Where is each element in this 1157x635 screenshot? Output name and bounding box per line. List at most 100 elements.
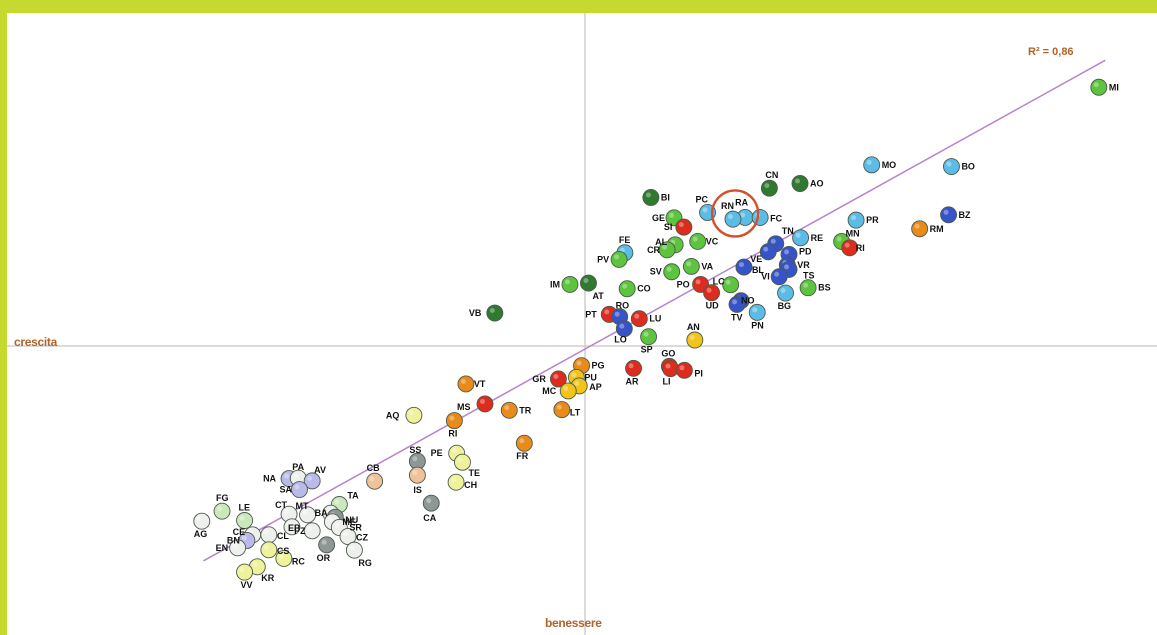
point-shine-gr <box>553 373 559 379</box>
point-shine-pa <box>293 473 299 479</box>
point-ch <box>447 473 465 491</box>
point-cl <box>260 526 278 544</box>
point-shine-na <box>284 473 290 479</box>
point-shine-ag <box>196 516 202 522</box>
point-label-ap: AP <box>589 382 602 392</box>
point-bg <box>777 284 795 302</box>
point-shine-tv <box>732 299 738 305</box>
x-axis-label: benessere <box>545 616 602 630</box>
point-ao <box>791 175 809 192</box>
point-label-ra: RA <box>735 197 748 207</box>
point-shine-me <box>327 516 333 522</box>
point-shine-bo <box>946 161 952 167</box>
point-cr <box>658 241 676 259</box>
point-shine-tr <box>504 405 510 411</box>
point-shine-vc <box>692 236 698 242</box>
point-shine-cb <box>369 476 375 482</box>
point-shine-ro <box>614 311 620 317</box>
point-label-ct: CT <box>275 500 287 510</box>
point-shine-fg <box>217 506 223 512</box>
point-shine-rn <box>727 214 733 220</box>
point-bz <box>940 206 958 224</box>
r-squared-annotation: R² = 0,86 <box>1028 46 1074 58</box>
point-shine-mo <box>866 159 872 165</box>
point-label-ar: AR <box>626 376 639 386</box>
point-label-bl: BL <box>752 265 764 275</box>
point-label-cs: CS <box>277 546 290 556</box>
point-shine-bi <box>645 192 651 198</box>
point-label-ms: MS <box>457 402 471 412</box>
point-lt <box>553 401 571 419</box>
point-label-ri: RI <box>448 429 457 439</box>
point-mt <box>299 506 317 524</box>
point-shine-vi <box>774 271 780 277</box>
point-tr <box>500 401 518 419</box>
point-label-pg: PG <box>592 361 605 371</box>
point-label-fr: FR <box>516 451 528 461</box>
point-label-cn: CN <box>765 170 778 180</box>
point-label-pz: PZ <box>294 526 306 536</box>
point-label-po: PO <box>677 279 690 289</box>
point-shine-pe <box>451 448 457 454</box>
point-fc <box>751 209 769 226</box>
point-label-vb: VB <box>469 308 482 318</box>
point-shine-sp <box>643 331 649 337</box>
point-shine-is <box>412 470 418 476</box>
point-label-is: IS <box>413 485 422 495</box>
point-label-ep: EP <box>288 523 300 533</box>
point-label-no: NO <box>741 296 755 306</box>
point-shine-mt <box>302 509 308 515</box>
point-rg <box>345 541 363 559</box>
point-shine-ve <box>763 246 769 252</box>
point-label-mc: MC <box>542 386 556 396</box>
point-label-al: AL <box>655 237 667 247</box>
point-label-te: TE <box>468 468 480 478</box>
point-bo <box>943 158 960 175</box>
point-label-li: LI <box>663 377 671 387</box>
point-label-pu: PU <box>584 372 597 382</box>
point-shine-vv <box>239 567 245 573</box>
point-label-co: CO <box>637 284 651 294</box>
point-shine-re <box>795 232 801 238</box>
point-si <box>675 218 693 236</box>
point-label-nu: NU <box>345 515 358 525</box>
point-vi <box>770 268 788 286</box>
point-label-lu: LU <box>649 314 661 324</box>
point-shine-cr <box>662 244 668 250</box>
point-shine-vt <box>460 378 466 384</box>
point-te <box>454 453 471 471</box>
point-mc <box>559 382 577 400</box>
point-shine-ct <box>284 509 290 515</box>
point-shine-rg <box>349 545 355 551</box>
point-shine-ss <box>412 456 418 462</box>
point-label-me: ME <box>342 517 356 527</box>
point-shine-rc <box>278 553 284 559</box>
point-label-pi: PI <box>694 368 703 378</box>
highlight-circle <box>710 189 760 238</box>
point-shine-kr <box>252 561 258 567</box>
point-shine-ao <box>795 178 801 184</box>
point-label-vr: VR <box>797 260 810 270</box>
point-ri <box>841 239 859 257</box>
point-cn <box>760 179 778 197</box>
point-lu <box>630 310 648 328</box>
point-label-tv: TV <box>731 312 743 322</box>
point-shine-le <box>239 515 245 521</box>
point-label-bz: BZ <box>959 210 971 220</box>
point-label-an: AN <box>687 322 700 332</box>
point-shine-ri <box>449 415 455 421</box>
point-rc <box>275 550 293 567</box>
point-label-at: AT <box>592 291 604 301</box>
point-shine-ud <box>706 287 712 293</box>
point-rn <box>724 210 742 228</box>
point-mi <box>1090 78 1108 96</box>
point-shine-pd <box>784 249 790 255</box>
point-pv <box>610 250 628 268</box>
point-label-lc: LC <box>713 277 725 287</box>
point-label-va: VA <box>701 261 713 271</box>
chart-frame: MI BO MO BZ RM PR AO CN RA FC PC RN BI GE SI VC AL CR VA SV… <box>7 13 1157 635</box>
point-shine-ra <box>740 212 746 218</box>
point-shine-bl <box>738 262 744 268</box>
point-sa <box>291 481 308 498</box>
